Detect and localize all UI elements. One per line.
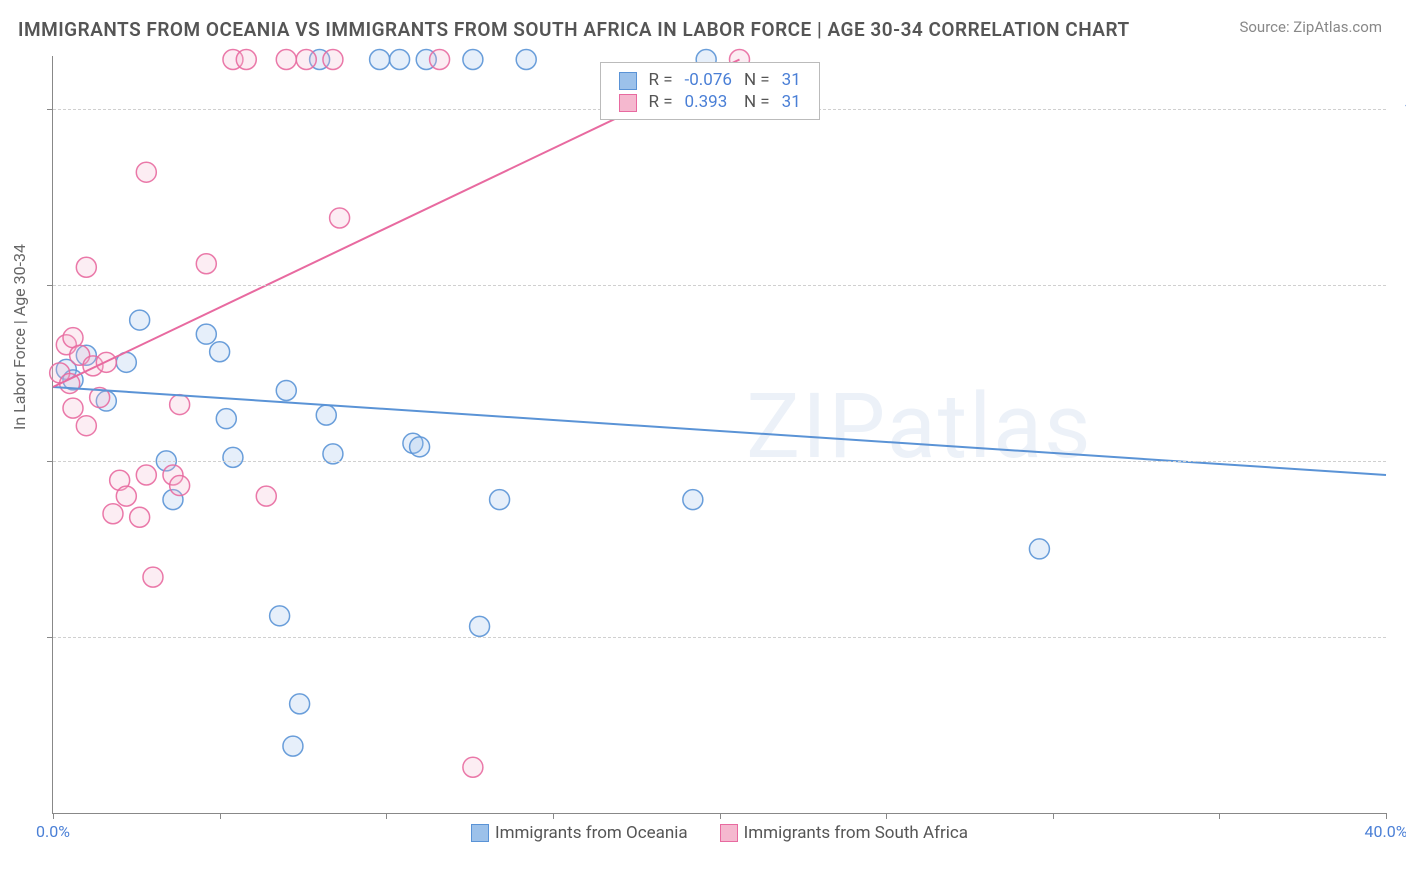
chart-svg [53,56,1386,813]
data-point [370,50,390,70]
y-axis-label: In Labor Force | Age 30-34 [10,244,29,430]
x-tick-mark [53,813,54,819]
data-point [216,409,236,429]
chart-header: IMMIGRANTS FROM OCEANIA VS IMMIGRANTS FR… [0,0,1406,49]
y-tick-mark [47,461,53,462]
data-point [316,405,336,425]
legend-n-value: 31 [776,69,807,91]
data-point [136,465,156,485]
data-point [1029,539,1049,559]
data-point [323,50,343,70]
legend-swatch [471,824,489,842]
data-point [136,162,156,182]
y-tick-mark [47,285,53,286]
chart-plot-area: ZIPatlas 70.0%80.0%90.0%100.0%0.0%40.0%R… [52,56,1386,814]
data-point [76,416,96,436]
data-point [170,476,190,496]
data-point [116,486,136,506]
data-point [130,310,150,330]
x-tick-mark [553,813,554,819]
legend-item: Immigrants from Oceania [471,823,688,843]
data-point [170,395,190,415]
gridline [53,637,1386,638]
data-point [330,208,350,228]
data-point [223,447,243,467]
gridline [53,285,1386,286]
data-point [683,490,703,510]
data-point [410,437,430,457]
x-tick-mark [886,813,887,819]
x-tick-mark [720,813,721,819]
data-point [210,342,230,362]
data-point [430,50,450,70]
data-point [270,606,290,626]
data-point [236,50,256,70]
data-point [196,254,216,274]
data-point [76,257,96,277]
gridline [53,461,1386,462]
legend-n-value: 31 [776,91,807,113]
legend-item: Immigrants from South Africa [720,823,968,843]
x-tick-mark [386,813,387,819]
series-legend: Immigrants from Oceania Immigrants from S… [53,823,1386,843]
legend-r-value: -0.076 [679,69,738,91]
data-point [390,50,410,70]
data-point [63,398,83,418]
x-tick-mark [220,813,221,819]
data-point [296,50,316,70]
legend-label: Immigrants from South Africa [744,823,968,843]
data-point [196,324,216,344]
data-point [290,694,310,714]
x-tick-mark [1386,813,1387,819]
x-tick-mark [1053,813,1054,819]
y-tick-mark [47,637,53,638]
data-point [470,616,490,636]
legend-swatch [720,824,738,842]
y-tick-mark [47,109,53,110]
data-point [276,380,296,400]
data-point [143,567,163,587]
legend-label: Immigrants from Oceania [495,823,688,843]
data-point [130,507,150,527]
data-point [463,50,483,70]
data-point [103,504,123,524]
legend-swatch [619,72,637,90]
data-point [276,50,296,70]
data-point [256,486,276,506]
source-label: Source: ZipAtlas.com [1239,18,1382,36]
data-point [490,490,510,510]
legend-r-value: 0.393 [679,91,738,113]
data-point [283,736,303,756]
correlation-legend: R =-0.076N =31R =0.393N =31 [600,62,820,120]
legend-swatch [619,94,637,112]
data-point [463,757,483,777]
data-point [516,50,536,70]
x-tick-mark [1219,813,1220,819]
chart-title: IMMIGRANTS FROM OCEANIA VS IMMIGRANTS FR… [18,18,1130,41]
